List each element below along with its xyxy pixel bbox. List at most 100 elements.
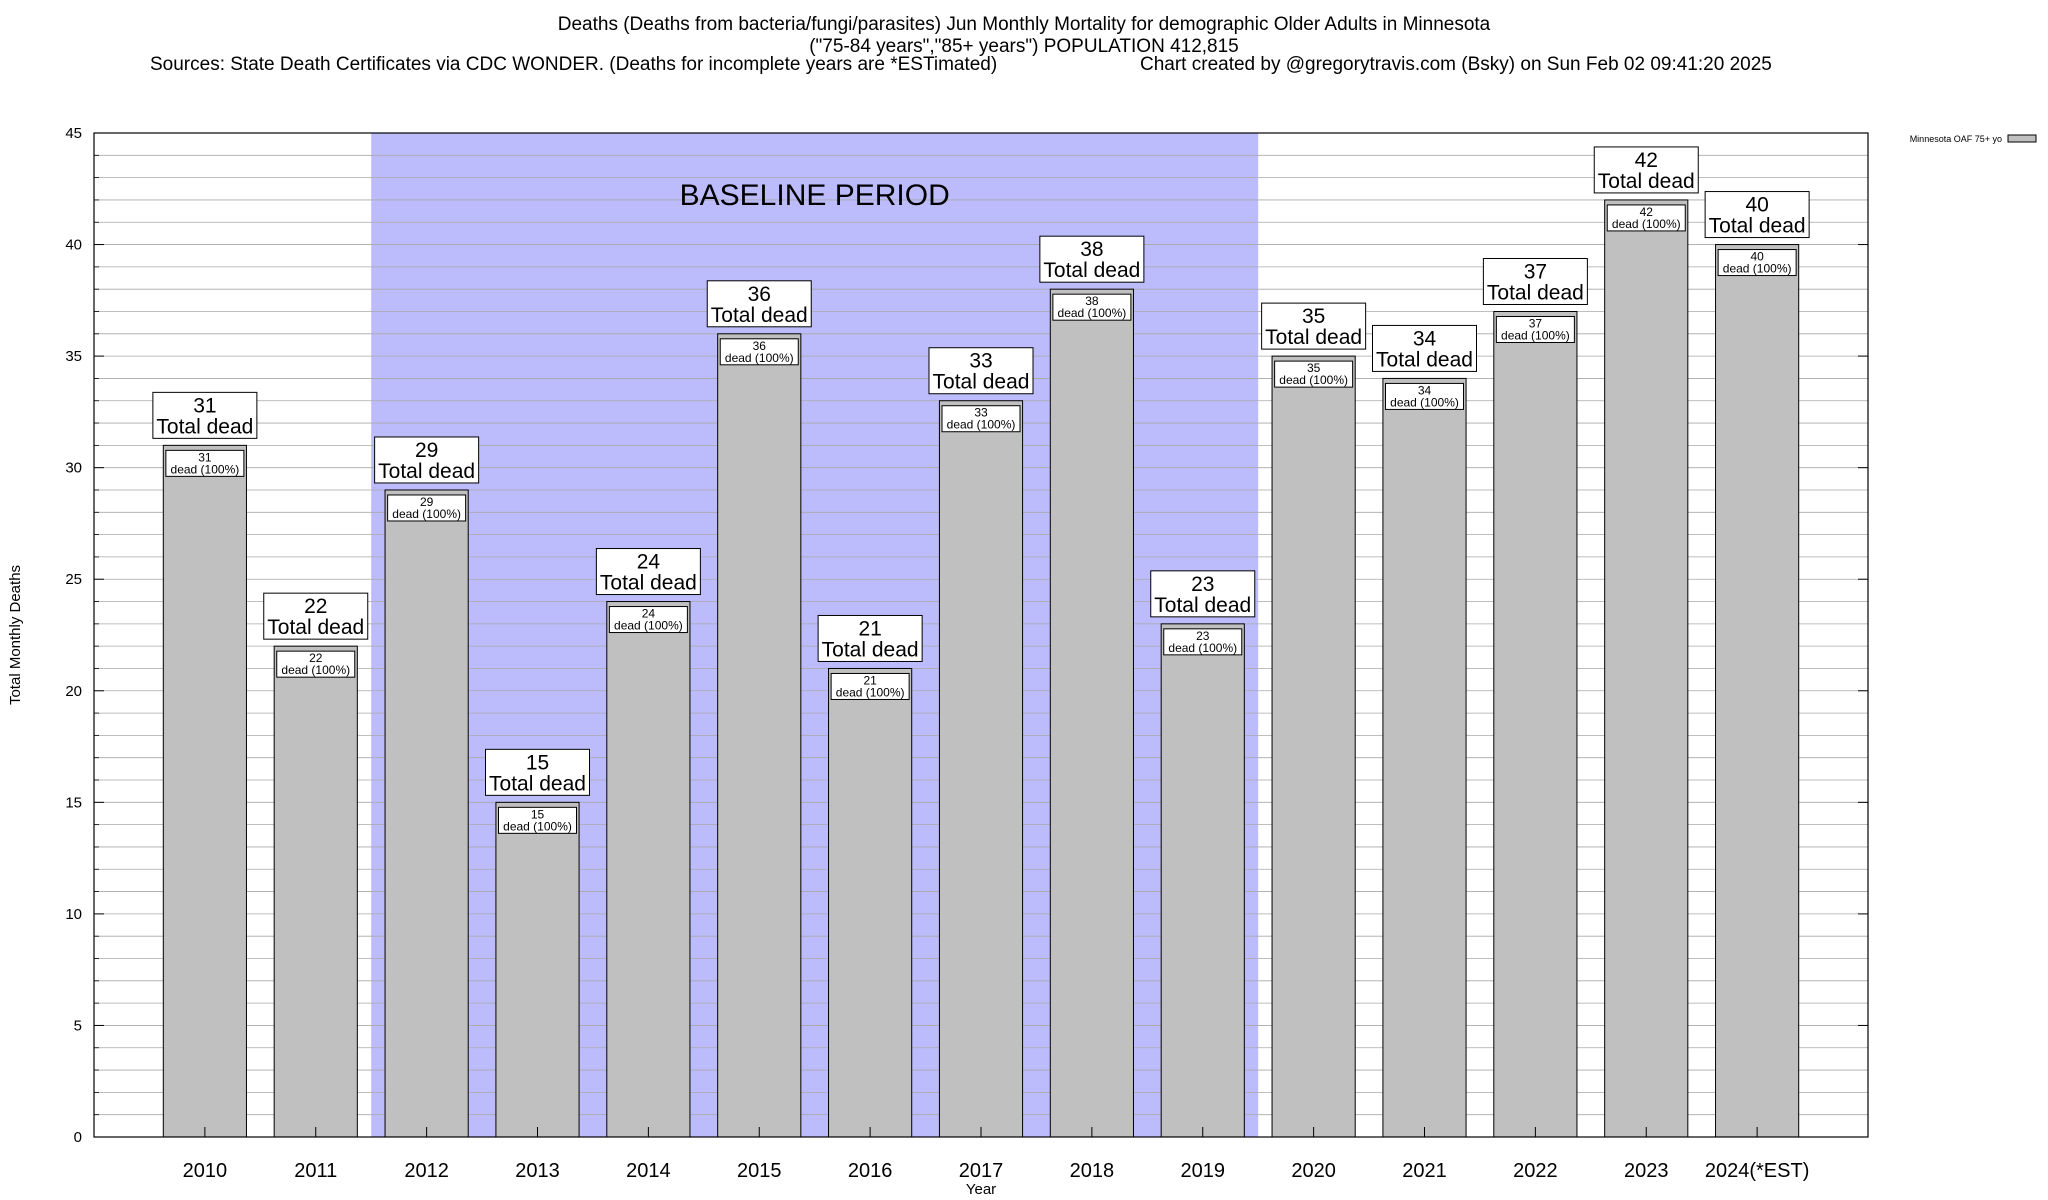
data-label-small-value: 36	[753, 339, 767, 353]
x-tick-label: 2019	[1181, 1160, 1226, 1182]
bar	[938, 400, 1024, 1138]
data-label-small-value: 37	[1529, 316, 1543, 330]
data-label-small-box	[719, 338, 799, 366]
data-label-big-value: 15	[526, 751, 549, 774]
data-label-big-value: 40	[1745, 194, 1768, 217]
data-label-big-text: Total dead	[1265, 326, 1362, 349]
data-label-big-box	[1482, 257, 1588, 305]
bar	[717, 333, 802, 1138]
x-tick-label: 2022	[1513, 1160, 1558, 1182]
data-label-small-value: 38	[1085, 294, 1099, 308]
x-tick-label: 2023	[1624, 1160, 1669, 1182]
chart-title-line-1: Deaths (Deaths from bacteria/fungi/paras…	[557, 14, 1491, 35]
x-axis-title: Year	[966, 1181, 996, 1198]
data-label-big-value: 35	[1302, 305, 1325, 328]
data-label-small-box	[1385, 382, 1464, 410]
data-label-small-value: 29	[420, 495, 434, 509]
data-label-small-text: dead (100%)	[1723, 262, 1792, 276]
x-tick-label: 2015	[737, 1160, 782, 1182]
data-label-small-value: 22	[309, 651, 323, 665]
data-label-small-text: dead (100%)	[614, 619, 683, 633]
data-label-big-text: Total dead	[600, 572, 697, 595]
data-label-small-value: 23	[1196, 629, 1210, 643]
data-label-big-box	[928, 347, 1034, 395]
data-label-small-box	[387, 494, 467, 522]
chart-credit: Chart created by @gregorytravis.com (Bsk…	[1140, 54, 1772, 75]
data-label-big-box	[1261, 302, 1367, 350]
bar	[273, 645, 358, 1138]
data-label-small-box	[941, 405, 1021, 433]
data-label-big-text: Total dead	[711, 304, 808, 327]
x-tick-label: 2011	[294, 1160, 337, 1182]
chart-subtitle-row: Sources: State Death Certificates via CD…	[150, 54, 1850, 76]
bar	[495, 801, 580, 1138]
data-label-big-value: 33	[969, 350, 992, 373]
y-tick-label: 25	[65, 571, 82, 588]
data-label-small-value: 21	[863, 673, 877, 687]
bar	[1271, 355, 1356, 1138]
data-label-big-box	[706, 280, 812, 328]
data-label-big-box	[1593, 146, 1699, 194]
data-label-small-text: dead (100%)	[1612, 217, 1681, 231]
data-label-big-text: Total dead	[1376, 348, 1473, 371]
bar	[1493, 310, 1578, 1138]
data-label-small-box	[1052, 293, 1132, 321]
x-tick-label: 2016	[848, 1160, 893, 1182]
y-tick-label: 30	[65, 460, 82, 477]
data-label-big-value: 34	[1413, 327, 1437, 350]
x-tick-label: 2012	[404, 1160, 449, 1182]
data-label-big-text: Total dead	[822, 638, 919, 661]
bar	[1049, 288, 1134, 1138]
data-label-small-box	[276, 650, 356, 678]
data-label-big-box	[485, 748, 590, 796]
data-label-small-text: dead (100%)	[1279, 373, 1348, 387]
data-label-small-text: dead (100%)	[836, 685, 905, 699]
bar	[828, 667, 913, 1138]
data-label-big-text: Total dead	[1598, 170, 1695, 193]
data-label-small-value: 34	[1418, 383, 1432, 397]
y-tick-label: 45	[65, 125, 82, 142]
data-label-small-value: 31	[198, 450, 212, 464]
data-label-big-value: 24	[637, 551, 661, 574]
data-label-big-box	[1039, 235, 1145, 283]
data-label-big-value: 38	[1080, 238, 1103, 261]
data-label-big-value: 21	[858, 617, 881, 640]
data-label-big-value: 42	[1635, 149, 1658, 172]
data-label-big-text: Total dead	[156, 415, 253, 438]
data-label-big-value: 36	[748, 283, 771, 306]
data-label-small-box	[1274, 360, 1354, 388]
data-label-small-text: dead (100%)	[947, 418, 1016, 432]
y-tick-label: 15	[65, 794, 82, 811]
data-label-big-box	[263, 592, 369, 640]
data-label-big-text: Total dead	[1709, 215, 1806, 238]
bar	[384, 489, 469, 1138]
data-label-small-value: 40	[1750, 250, 1764, 264]
x-tick-label: 2021	[1402, 1160, 1447, 1182]
data-label-big-box	[1704, 191, 1810, 239]
legend-swatch	[2007, 134, 2037, 143]
data-label-big-text: Total dead	[489, 772, 586, 795]
y-tick-label: 20	[65, 683, 82, 700]
chart-title-line-2: ("75-84 years","85+ years") POPULATION 4…	[809, 36, 1239, 57]
data-label-small-text: dead (100%)	[281, 663, 350, 677]
bar	[1160, 623, 1245, 1138]
bar	[1715, 244, 1800, 1138]
data-label-big-box	[595, 548, 701, 596]
data-label-big-text: Total dead	[267, 616, 364, 639]
data-label-small-box	[1163, 628, 1243, 656]
data-label-small-box	[1606, 204, 1686, 232]
y-axis-title: Total Monthly Deaths	[7, 565, 24, 705]
data-label-small-text: dead (100%)	[1058, 306, 1127, 320]
data-label-big-text: Total dead	[1487, 281, 1584, 304]
legend-label: Minnesota OAF 75+ yo	[1910, 134, 2002, 144]
data-label-small-value: 15	[531, 807, 545, 821]
baseline-label: BASELINE PERIOD	[680, 179, 950, 212]
data-label-small-value: 24	[642, 607, 656, 621]
y-tick-label: 40	[65, 237, 82, 254]
data-label-big-value: 22	[304, 595, 327, 618]
data-label-small-text: dead (100%)	[1390, 395, 1459, 409]
data-label-small-text: dead (100%)	[171, 462, 240, 476]
x-tick-label: 2014	[626, 1160, 671, 1182]
bar	[1604, 199, 1689, 1138]
data-label-big-value: 23	[1191, 573, 1214, 596]
